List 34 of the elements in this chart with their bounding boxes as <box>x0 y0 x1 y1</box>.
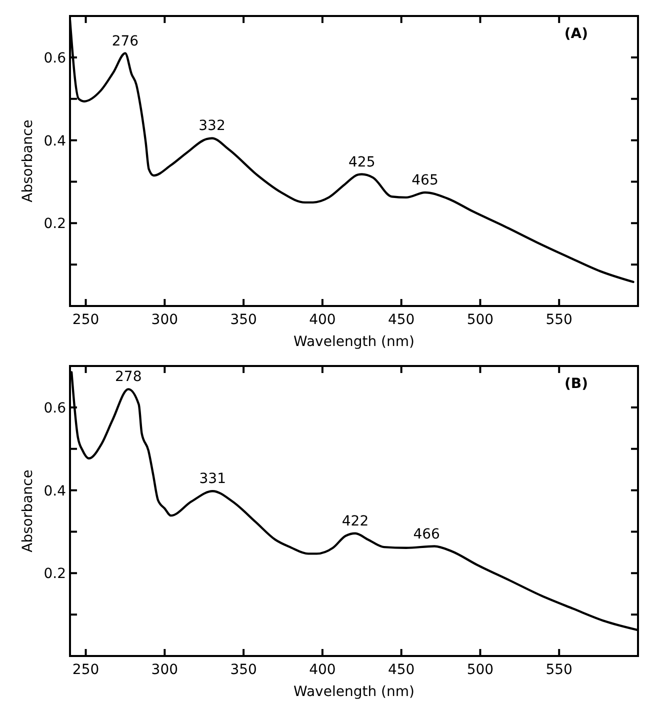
x-tick-label: 300 <box>151 662 178 678</box>
annotation: 331 <box>199 471 226 488</box>
x-axis-title: Wavelength (nm) <box>294 684 414 700</box>
y-tick-label: 0.4 <box>44 133 66 150</box>
annotation: 332 <box>198 118 226 134</box>
y-axis-title: Absorbance <box>20 120 36 202</box>
annotation: 465 <box>412 172 438 188</box>
x-tick-label: 450 <box>388 312 415 328</box>
y-tick-label: 0.6 <box>44 400 66 416</box>
x-tick-label: 300 <box>151 312 178 328</box>
x-tick-label: 550 <box>546 662 572 678</box>
annotation: 278 <box>115 369 142 386</box>
x-tick-label: 250 <box>72 662 100 678</box>
x-tick-label: 450 <box>388 662 415 678</box>
annotation: 422 <box>342 513 369 530</box>
x-tick-label: 250 <box>72 312 100 328</box>
x-tick-label: 500 <box>466 662 494 678</box>
annotation: (A) <box>564 26 588 42</box>
y-tick-label: 0.2 <box>44 216 66 232</box>
x-tick-label: 350 <box>230 312 257 328</box>
annotation: 466 <box>413 526 440 543</box>
annotation: (B) <box>564 376 588 392</box>
x-tick-label: 500 <box>466 312 494 328</box>
y-tick-label: 0.4 <box>44 483 66 500</box>
y-axis-title: Absorbance <box>20 470 36 552</box>
x-tick-label: 400 <box>309 312 336 328</box>
x-tick-label: 400 <box>309 662 336 678</box>
annotation: 425 <box>348 154 376 170</box>
x-tick-label: 350 <box>230 662 257 678</box>
y-tick-label: 0.6 <box>44 50 66 66</box>
y-tick-label: 0.2 <box>44 566 66 582</box>
x-axis-title: Wavelength (nm) <box>294 334 414 350</box>
annotation: 276 <box>112 33 139 50</box>
x-tick-label: 550 <box>546 312 572 328</box>
